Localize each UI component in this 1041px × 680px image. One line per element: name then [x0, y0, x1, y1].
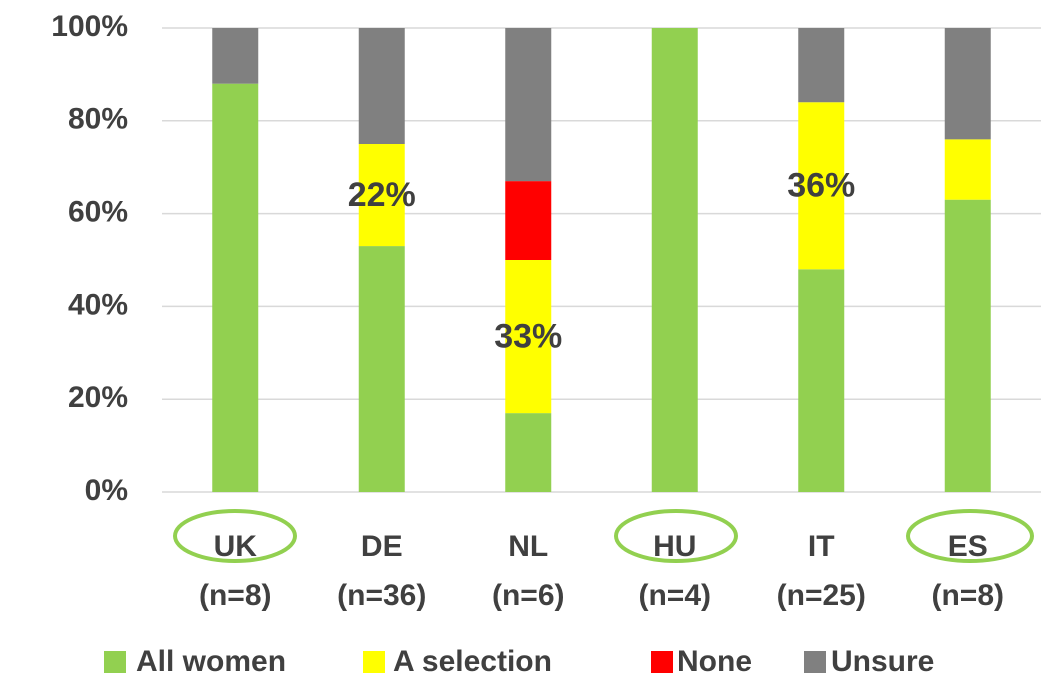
legend-label: All women [136, 645, 286, 678]
x-tick-label: DE [361, 530, 403, 563]
x-tick-sublabel: (n=4) [638, 579, 711, 612]
bar-segment [798, 28, 845, 103]
legend-swatch [651, 651, 673, 673]
grid [162, 27, 1041, 493]
data-label: 33% [494, 318, 562, 356]
legend-swatch [804, 651, 826, 673]
x-tick-label: UK [214, 530, 258, 563]
y-tick-label: 40% [68, 288, 128, 321]
highlights [173, 509, 1034, 563]
legend-label: None [677, 645, 752, 678]
bar-segment [505, 413, 552, 492]
legend-swatch [363, 651, 385, 673]
data-label: 22% [348, 176, 416, 214]
x-tick-sublabel: (n=36) [337, 579, 426, 612]
bar-segment [505, 28, 552, 182]
y-tick-label: 100% [51, 10, 128, 43]
legend-label: Unsure [831, 645, 934, 678]
legend-label: A selection [393, 645, 552, 678]
x-tick-label: NL [508, 530, 548, 563]
bar-segment [798, 102, 845, 270]
bar-segment [944, 199, 991, 492]
bar-segment [358, 144, 405, 247]
highlight-ellipse [614, 509, 738, 563]
bar-segment [212, 83, 259, 493]
y-tick-label: 20% [68, 381, 128, 414]
highlight-ellipse [173, 509, 297, 563]
y-tick-label: 80% [68, 103, 128, 136]
highlight-ellipse [906, 509, 1034, 563]
x-tick-label: HU [653, 530, 696, 563]
x-tick-label: ES [948, 530, 988, 563]
y-tick-label: 0% [85, 474, 128, 507]
bar-segment [651, 28, 698, 492]
x-tick-label: IT [808, 530, 835, 563]
x-tick-sublabel: (n=8) [199, 579, 272, 612]
bar-segment [944, 139, 991, 200]
x-tick-sublabel: (n=25) [777, 579, 866, 612]
bar-segment [212, 28, 259, 84]
bar-segment [798, 269, 845, 492]
bar-segment [505, 260, 552, 414]
bar-segment [358, 28, 405, 144]
bar-segment [505, 181, 552, 260]
x-tick-sublabel: (n=8) [931, 579, 1004, 612]
legend-swatch [104, 651, 126, 673]
y-tick-label: 60% [68, 196, 128, 229]
bar-segment [358, 246, 405, 492]
bar-segment [944, 28, 991, 140]
x-tick-sublabel: (n=6) [492, 579, 565, 612]
data-label: 36% [787, 167, 855, 205]
